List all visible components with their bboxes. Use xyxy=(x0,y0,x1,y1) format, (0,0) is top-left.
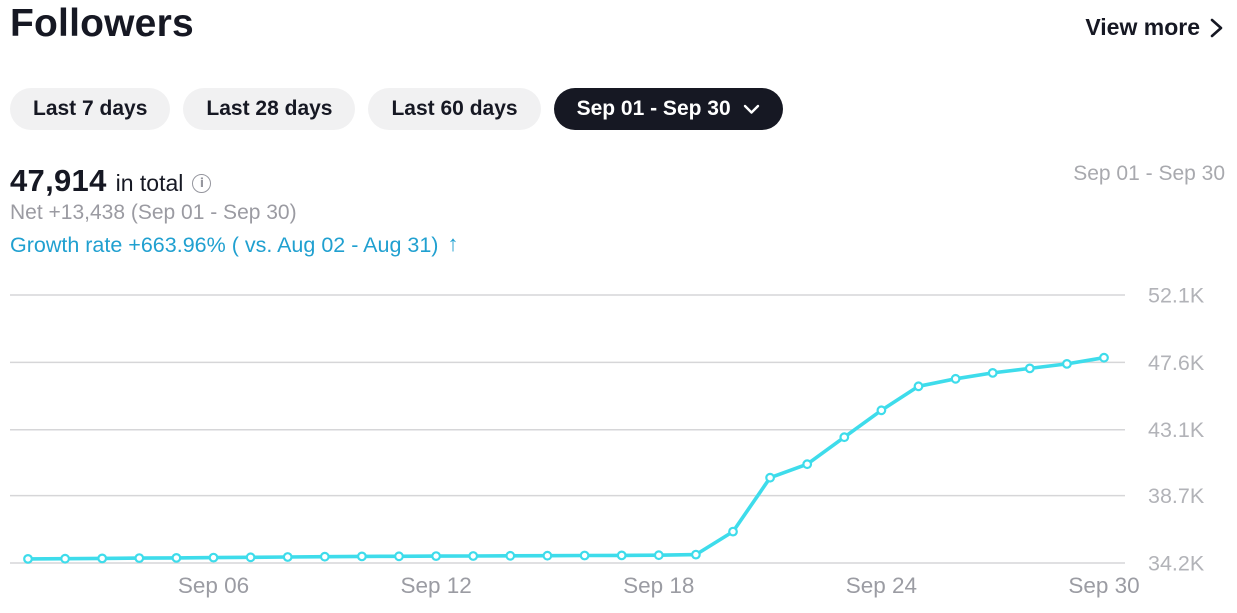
filter-pill-sep-01-sep-30[interactable]: Sep 01 - Sep 30 xyxy=(553,88,783,130)
data-point-marker[interactable] xyxy=(802,459,813,470)
filter-pill-last-7-days[interactable]: Last 7 days xyxy=(10,88,171,130)
filter-pill-last-28-days[interactable]: Last 28 days xyxy=(183,88,356,130)
y-axis-tick-label: 52.1K xyxy=(1148,284,1205,308)
data-point-marker[interactable] xyxy=(431,551,442,562)
filter-pill-label: Last 60 days xyxy=(391,97,518,120)
data-point-marker[interactable] xyxy=(282,552,293,562)
chevron-down-icon xyxy=(743,104,760,115)
followers-line-chart[interactable]: 52.1K 47.6K 43.1K 38.7K 34.2K Sep 06 Sep 12 Sep… xyxy=(0,282,1237,613)
view-more-label: View more xyxy=(1085,14,1200,40)
net-change-text: Net +13,438 (Sep 01 - Sep 30) xyxy=(10,201,297,224)
x-axis-tick-label: Sep 30 xyxy=(1068,573,1139,598)
filter-pill-label: Last 28 days xyxy=(206,97,333,120)
data-point-marker[interactable] xyxy=(579,550,590,561)
y-axis-tick-label: 47.6K xyxy=(1148,351,1205,375)
data-point-marker[interactable] xyxy=(468,551,479,561)
chevron-right-icon xyxy=(1210,17,1223,39)
page-title: Followers xyxy=(10,2,194,45)
growth-rate-row: Growth rate +663.96% ( vs. Aug 02 - Aug … xyxy=(10,231,459,258)
data-point-marker[interactable] xyxy=(1099,352,1109,363)
filter-pills: Last 7 days Last 28 days Last 60 days Sep 0… xyxy=(10,88,783,130)
y-axis-tick-label: 43.1K xyxy=(1148,418,1205,442)
data-point-marker[interactable] xyxy=(1061,358,1072,369)
y-axis-tick-label: 38.7K xyxy=(1148,484,1205,508)
data-point-marker[interactable] xyxy=(97,553,108,564)
x-axis-tick-label: Sep 18 xyxy=(623,573,694,598)
growth-rate-text: Growth rate +663.96% ( vs. Aug 02 - Aug … xyxy=(10,232,439,257)
data-point-marker[interactable] xyxy=(357,551,367,562)
line-chart-svg[interactable]: 52.1K 47.6K 43.1K 38.7K 34.2K Sep 06 Sep 12 Sep… xyxy=(0,282,1237,613)
chart-range-label: Sep 01 - Sep 30 xyxy=(1073,162,1225,185)
data-point-marker[interactable] xyxy=(60,553,70,564)
total-followers-suffix: in total xyxy=(115,169,184,196)
data-point-marker[interactable] xyxy=(653,550,664,561)
filter-pill-last-60-days[interactable]: Last 60 days xyxy=(368,88,541,130)
data-point-marker[interactable] xyxy=(728,526,738,537)
arrow-up-icon: ↑ xyxy=(447,231,459,256)
filter-pill-label: Sep 01 - Sep 30 xyxy=(576,97,731,120)
data-point-marker[interactable] xyxy=(876,405,887,416)
data-point-marker[interactable] xyxy=(765,472,775,483)
data-point-marker[interactable] xyxy=(839,432,850,443)
data-point-marker[interactable] xyxy=(505,550,516,561)
data-point-marker[interactable] xyxy=(23,554,33,564)
data-point-marker[interactable] xyxy=(987,367,998,378)
data-point-marker[interactable] xyxy=(134,553,145,564)
x-axis-tick-label: Sep 06 xyxy=(178,573,249,598)
total-followers-value: 47,914 xyxy=(10,163,107,198)
data-point-marker[interactable] xyxy=(913,381,924,392)
x-axis-tick-label: Sep 24 xyxy=(846,573,917,598)
data-point-marker[interactable] xyxy=(319,551,330,562)
data-point-marker[interactable] xyxy=(171,553,182,563)
data-point-marker[interactable] xyxy=(950,373,961,384)
data-point-marker[interactable] xyxy=(394,551,404,562)
data-point-marker[interactable] xyxy=(691,549,701,560)
info-icon[interactable]: i xyxy=(192,173,212,193)
data-point-marker[interactable] xyxy=(1024,363,1035,374)
data-point-marker[interactable] xyxy=(616,550,627,561)
y-axis-tick-label: 34.2K xyxy=(1148,552,1205,576)
data-point-marker[interactable] xyxy=(245,552,256,563)
data-point-marker[interactable] xyxy=(208,552,219,563)
followers-series-line xyxy=(26,355,1106,561)
view-more-button[interactable]: View more xyxy=(1085,14,1223,41)
x-axis-tick-label: Sep 12 xyxy=(400,573,471,598)
total-followers-row: 47,914 in total i xyxy=(10,163,212,199)
filter-pill-label: Last 7 days xyxy=(33,97,148,120)
data-point-marker[interactable] xyxy=(542,550,553,561)
